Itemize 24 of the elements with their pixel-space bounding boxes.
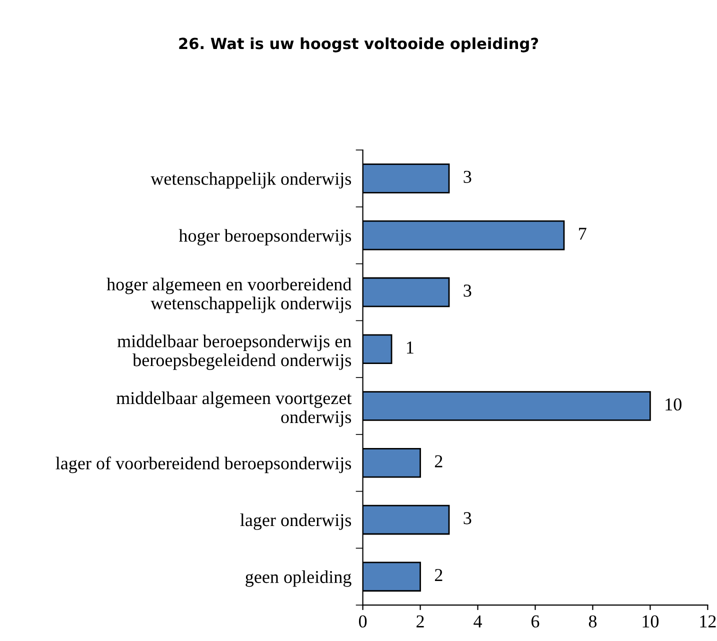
data-label: 3 — [464, 284, 472, 297]
x-tick-label: 10 — [642, 615, 659, 628]
data-label: 3 — [464, 512, 472, 524]
y-tick-label: hoger beroepsonderwijs — [178, 229, 352, 246]
x-tick-label: 0 — [358, 615, 367, 628]
x-tick-label: 2 — [416, 615, 424, 628]
x-tick-label: 12 — [700, 615, 716, 628]
x-tick-label: 4 — [474, 615, 482, 628]
y-tick-label: geen opleiding — [246, 570, 352, 587]
y-tick-label: middelbaar beroepsonderwijs en beroepsbegeleidend onderwijs — [117, 334, 352, 370]
data-label: 10 — [666, 398, 682, 411]
data-label: 3 — [464, 170, 472, 183]
y-tick-label: middelbaar algemeen voortgezet onderwijs — [116, 392, 352, 427]
y-tick-label: lager onderwijs — [240, 514, 352, 530]
chart-title: 26. Wat is uw hoogst voltooide opleiding? — [179, 37, 538, 52]
data-label: 2 — [434, 455, 442, 468]
y-tick-label: wetenschappelijk onderwijs — [150, 172, 352, 189]
y-tick-label: lager of voorbereidend beroepsonderwijs — [56, 456, 352, 474]
data-label: 2 — [434, 569, 442, 581]
data-label: 7 — [579, 228, 586, 240]
x-tick-label: 8 — [588, 615, 597, 628]
x-tick-label: 6 — [532, 615, 540, 628]
data-label: 1 — [407, 342, 414, 354]
y-tick-label: hoger algemeen en voorbereidend wetenschappelijk onderwijs — [106, 278, 352, 314]
